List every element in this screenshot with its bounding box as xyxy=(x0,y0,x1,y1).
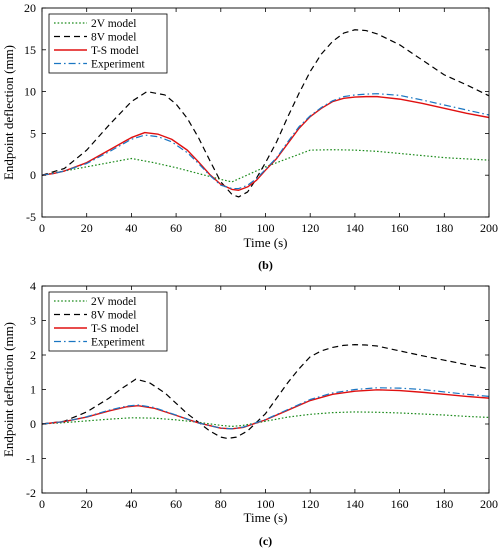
y-tick-label: 1 xyxy=(30,383,36,397)
x-tick-label: 0 xyxy=(39,497,45,511)
x-tick-label: 40 xyxy=(125,221,137,235)
chart-panel-0: 0 20 40 60 80 100 120 140 160 180 200-505101520Tim… xyxy=(1,1,498,272)
x-tick-label: 80 xyxy=(215,497,227,511)
y-axis-label: Endpoint deflection (mm) xyxy=(1,45,16,180)
legend-label: T-S model xyxy=(91,323,139,335)
y-tick-label: 4 xyxy=(30,279,36,293)
x-axis-label: Time (s) xyxy=(244,510,288,525)
x-tick-label: 140 xyxy=(346,221,364,235)
y-axis-label: Endpoint deflection (mm) xyxy=(1,322,16,457)
y-tick-label: 5 xyxy=(30,126,36,140)
legend-label: Experiment xyxy=(91,59,145,71)
y-tick-label: 20 xyxy=(24,1,36,15)
legend-label: 8V model xyxy=(91,310,136,322)
panel-label: (c) xyxy=(259,534,272,548)
y-tick-label: 0 xyxy=(30,168,36,182)
x-tick-label: 100 xyxy=(257,497,275,511)
legend-label: 2V model xyxy=(91,296,136,308)
x-tick-label: 120 xyxy=(301,221,319,235)
series-line-8v-model xyxy=(42,29,489,198)
series-line-t-s-model xyxy=(42,389,489,430)
series-line-t-s-model xyxy=(42,95,489,191)
series-line-experiment xyxy=(42,93,489,190)
x-axis-label: Time (s) xyxy=(244,235,288,250)
x-tick-label: 60 xyxy=(170,221,182,235)
y-tick-label: 0 xyxy=(30,417,36,431)
x-tick-label: 200 xyxy=(480,221,498,235)
chart-panel-1: 0 20 40 60 80 100 120 140 160 180 200 -2 -1 0 1 2 3 4 Time… xyxy=(1,279,498,548)
x-tick-label: 200 xyxy=(480,497,498,511)
x-tick-label: 100 xyxy=(257,221,275,235)
x-tick-label: 20 xyxy=(81,497,93,511)
x-tick-label: 40 xyxy=(125,497,137,511)
y-tick-label: 3 xyxy=(30,314,36,328)
x-tick-label: 140 xyxy=(346,497,364,511)
panel-label: (b) xyxy=(258,258,273,272)
legend-label: 2V model xyxy=(91,18,136,30)
y-tick-label: 15 xyxy=(24,43,36,57)
legend-label: 8V model xyxy=(91,32,136,44)
x-tick-label: 60 xyxy=(170,497,182,511)
x-tick-label: 180 xyxy=(435,221,453,235)
y-tick-label: 10 xyxy=(24,85,36,99)
legend-label: Experiment xyxy=(91,337,145,349)
series-line-2v-model xyxy=(42,149,489,183)
x-tick-label: 120 xyxy=(301,497,319,511)
x-tick-label: 20 xyxy=(81,221,93,235)
legend-label: T-S model xyxy=(91,45,139,57)
y-tick-label: 2 xyxy=(30,348,36,362)
series-line-experiment xyxy=(42,387,489,430)
x-tick-label: 160 xyxy=(391,497,409,511)
y-tick-label: -2 xyxy=(26,486,36,500)
x-tick-label: 180 xyxy=(435,497,453,511)
x-tick-label: 0 xyxy=(39,221,45,235)
y-tick-label: -5 xyxy=(26,210,36,224)
x-tick-label: 160 xyxy=(391,221,409,235)
x-tick-label: 80 xyxy=(215,221,227,235)
y-tick-label: -1 xyxy=(26,452,36,466)
